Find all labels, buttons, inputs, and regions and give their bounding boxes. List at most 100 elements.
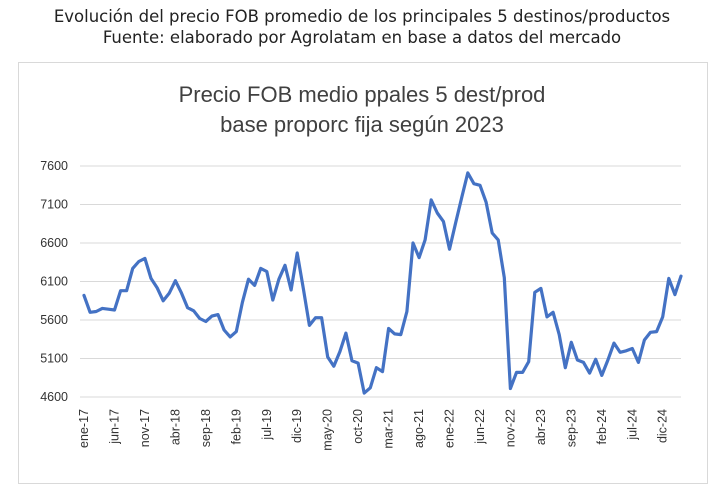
data-point	[473, 183, 475, 185]
data-point	[662, 316, 664, 318]
data-point	[83, 294, 85, 296]
data-point	[107, 308, 109, 310]
data-point	[278, 278, 280, 280]
data-point	[619, 351, 621, 353]
chart-subtitle: base proporc fija según 2023	[220, 112, 504, 137]
x-tick-label: feb-24	[595, 409, 609, 444]
data-point	[442, 220, 444, 222]
data-point	[668, 277, 670, 279]
data-point	[491, 232, 493, 234]
data-point	[558, 333, 560, 335]
x-tick-label: feb-19	[229, 409, 243, 444]
data-point	[217, 313, 219, 315]
y-tick-label: 7100	[40, 198, 68, 212]
header-source: Fuente: elaborado por Agrolatam en base …	[102, 28, 622, 47]
page-header: Evolución del precio FOB promedio de los…	[0, 6, 724, 48]
data-point	[223, 329, 225, 331]
y-tick-label: 4600	[40, 390, 68, 404]
x-tick-label: mar-21	[382, 409, 396, 449]
x-tick-label: may-20	[321, 409, 335, 451]
data-point	[314, 317, 316, 319]
data-point	[333, 365, 335, 367]
data-point	[113, 309, 115, 311]
x-tick-label: nov-17	[138, 409, 152, 447]
data-point	[607, 359, 609, 361]
data-point	[369, 387, 371, 389]
data-point	[534, 291, 536, 293]
y-tick-label: 5100	[40, 352, 68, 366]
data-point	[424, 239, 426, 241]
x-axis-ticks: ene-17 jun-17 nov-17 abr-18 sep-18 feb-19 jul-…	[77, 409, 670, 451]
data-point	[308, 324, 310, 326]
data-point	[95, 310, 97, 312]
x-tick-label: dic-24	[656, 409, 670, 443]
y-tick-label: 6100	[40, 275, 68, 289]
x-tick-label: sep-23	[564, 409, 578, 447]
data-point	[156, 287, 158, 289]
x-tick-label: dic-19	[290, 409, 304, 443]
x-tick-label: ago-21	[412, 409, 426, 448]
data-point	[595, 358, 597, 360]
data-point	[467, 172, 469, 174]
data-point	[247, 278, 249, 280]
data-point	[430, 199, 432, 201]
data-point	[150, 277, 152, 279]
data-point	[132, 267, 134, 269]
data-point	[436, 212, 438, 214]
data-point	[345, 332, 347, 334]
series-line	[82, 171, 683, 395]
data-point	[119, 290, 121, 292]
data-point	[570, 341, 572, 343]
x-tick-label: jul-19	[260, 409, 274, 441]
data-point	[235, 330, 237, 332]
y-tick-label: 5600	[40, 313, 68, 327]
data-point	[552, 311, 554, 313]
data-point	[339, 350, 341, 352]
data-point	[174, 280, 176, 282]
data-point	[418, 256, 420, 258]
x-tick-label: ene-17	[77, 409, 91, 448]
data-point	[351, 360, 353, 362]
x-tick-label: nov-22	[503, 409, 517, 447]
data-point	[180, 292, 182, 294]
data-point	[680, 275, 682, 277]
data-point	[144, 257, 146, 259]
data-point	[655, 330, 657, 332]
data-point	[564, 367, 566, 369]
data-point	[375, 367, 377, 369]
x-tick-label: sep-18	[199, 409, 213, 447]
header-title: Evolución del precio FOB promedio de los…	[53, 7, 671, 26]
data-point	[637, 361, 639, 363]
data-point	[631, 347, 633, 349]
data-point	[674, 293, 676, 295]
data-point	[193, 310, 195, 312]
data-point	[125, 290, 127, 292]
data-point	[515, 371, 517, 373]
data-point	[400, 333, 402, 335]
data-point	[521, 371, 523, 373]
data-point	[89, 311, 91, 313]
y-axis-ticks: 4600 5100 5600 6100 6600 7100 7600	[40, 159, 68, 404]
y-tick-label: 6600	[40, 236, 68, 250]
data-point	[320, 317, 322, 319]
data-point	[296, 252, 298, 254]
data-point	[186, 307, 188, 309]
data-point	[448, 248, 450, 250]
x-tick-label: abr-18	[168, 409, 182, 445]
chart-title-block: Precio FOB medio ppales 5 dest/prod base…	[18, 80, 706, 140]
x-tick-label: jun-17	[107, 409, 121, 445]
data-point	[253, 284, 255, 286]
x-tick-label: ene-22	[443, 409, 457, 448]
data-point	[546, 316, 548, 318]
data-point	[302, 287, 304, 289]
data-point	[394, 333, 396, 335]
data-point	[454, 222, 456, 224]
data-point	[284, 264, 286, 266]
data-point	[576, 359, 578, 361]
data-point	[168, 292, 170, 294]
data-point	[260, 267, 262, 269]
data-point	[101, 307, 103, 309]
data-point	[211, 315, 213, 317]
data-point	[272, 299, 274, 301]
